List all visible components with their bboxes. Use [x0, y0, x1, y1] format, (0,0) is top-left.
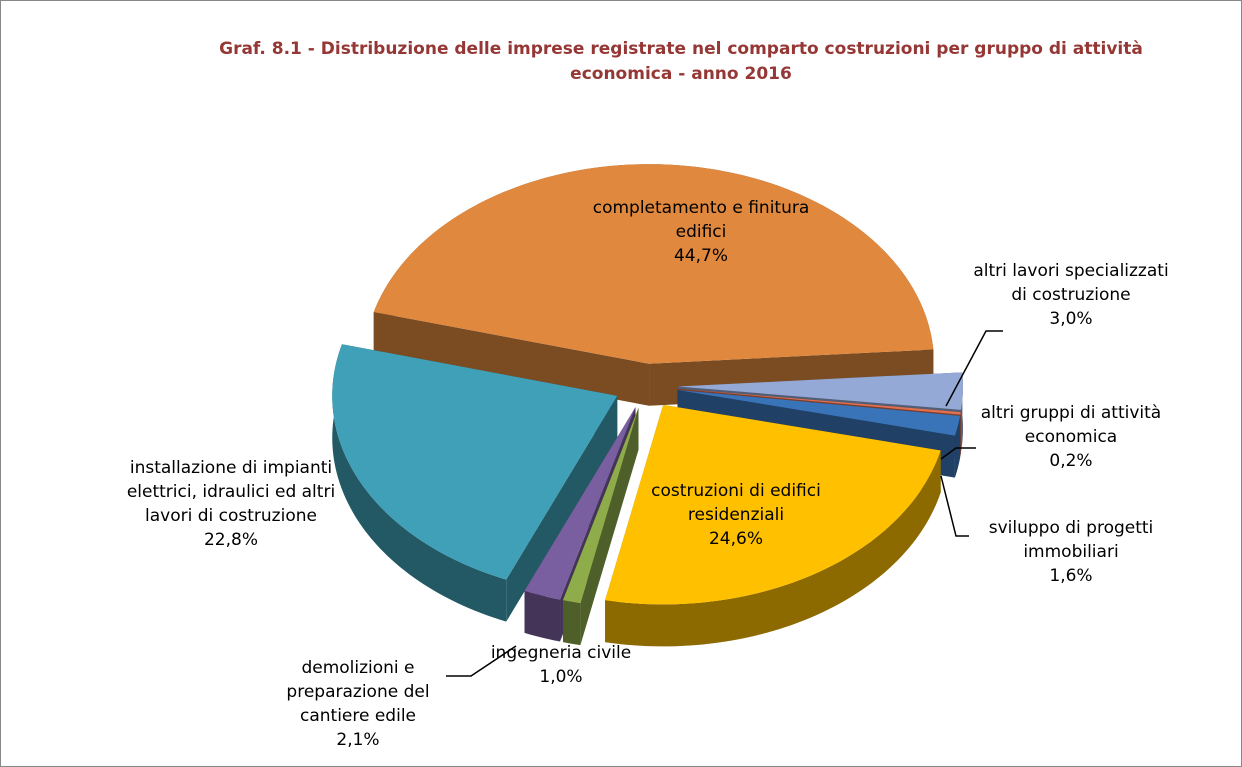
data-label: costruzioni di edifici residenziali 24,6% — [636, 479, 836, 551]
slice — [563, 407, 639, 604]
slice-name: installazione di impianti elettrici, idr… — [126, 458, 336, 526]
slice-side — [506, 395, 618, 622]
data-label: sviluppo di progetti immobiliari 1,6% — [971, 516, 1171, 588]
slice-name: costruzioni di edifici residenziali — [651, 481, 821, 525]
slice — [677, 388, 961, 415]
data-label: altri gruppi di attività economica 0,2% — [971, 401, 1171, 473]
leader-line — [940, 447, 976, 460]
slice-name: altri gruppi di attività economica — [980, 403, 1162, 447]
slice-value: 0,2% — [1049, 451, 1093, 471]
data-label: completamento e finitura edifici 44,7% — [581, 196, 821, 268]
slice — [677, 390, 961, 436]
slice-value: 24,6% — [708, 529, 763, 549]
slice-value: 44,7% — [673, 246, 728, 266]
slice-side — [373, 312, 650, 406]
slice — [605, 404, 941, 605]
data-label: demolizioni e preparazione del cantiere … — [258, 656, 458, 752]
slice-value: 22,8% — [203, 530, 258, 550]
slice-rim — [563, 600, 581, 646]
slice-name: completamento e finitura edifici — [592, 198, 810, 242]
slice — [677, 372, 963, 410]
data-label: altri lavori specializzati di costruzion… — [971, 259, 1171, 331]
data-label: installazione di impianti elettrici, idr… — [111, 456, 351, 552]
slice — [524, 407, 636, 600]
slice-rim — [332, 344, 507, 622]
slice-rim — [954, 415, 961, 478]
slice-name: altri lavori specializzati di costruzion… — [973, 261, 1169, 305]
slice-rim — [605, 450, 941, 647]
slice-value: 3,0% — [1049, 309, 1093, 329]
slice-rim — [524, 590, 561, 642]
leader-line — [446, 645, 517, 677]
slice-value: 1,0% — [539, 667, 583, 687]
slice-name: sviluppo di progetti immobiliari — [988, 518, 1154, 562]
slice-name: demolizioni e preparazione del cantiere … — [286, 658, 430, 726]
slice — [373, 164, 934, 364]
leader-line — [945, 330, 1003, 407]
slice-name: ingegneria civile — [490, 643, 632, 663]
slice-value: 2,1% — [336, 730, 380, 750]
leader-line — [940, 475, 969, 537]
slice-value: 1,6% — [1049, 566, 1093, 586]
slice — [332, 344, 618, 580]
data-label: ingegneria civile 1,0% — [461, 641, 661, 689]
chart-title: Graf. 8.1 - Distribuzione delle imprese … — [219, 39, 1143, 84]
